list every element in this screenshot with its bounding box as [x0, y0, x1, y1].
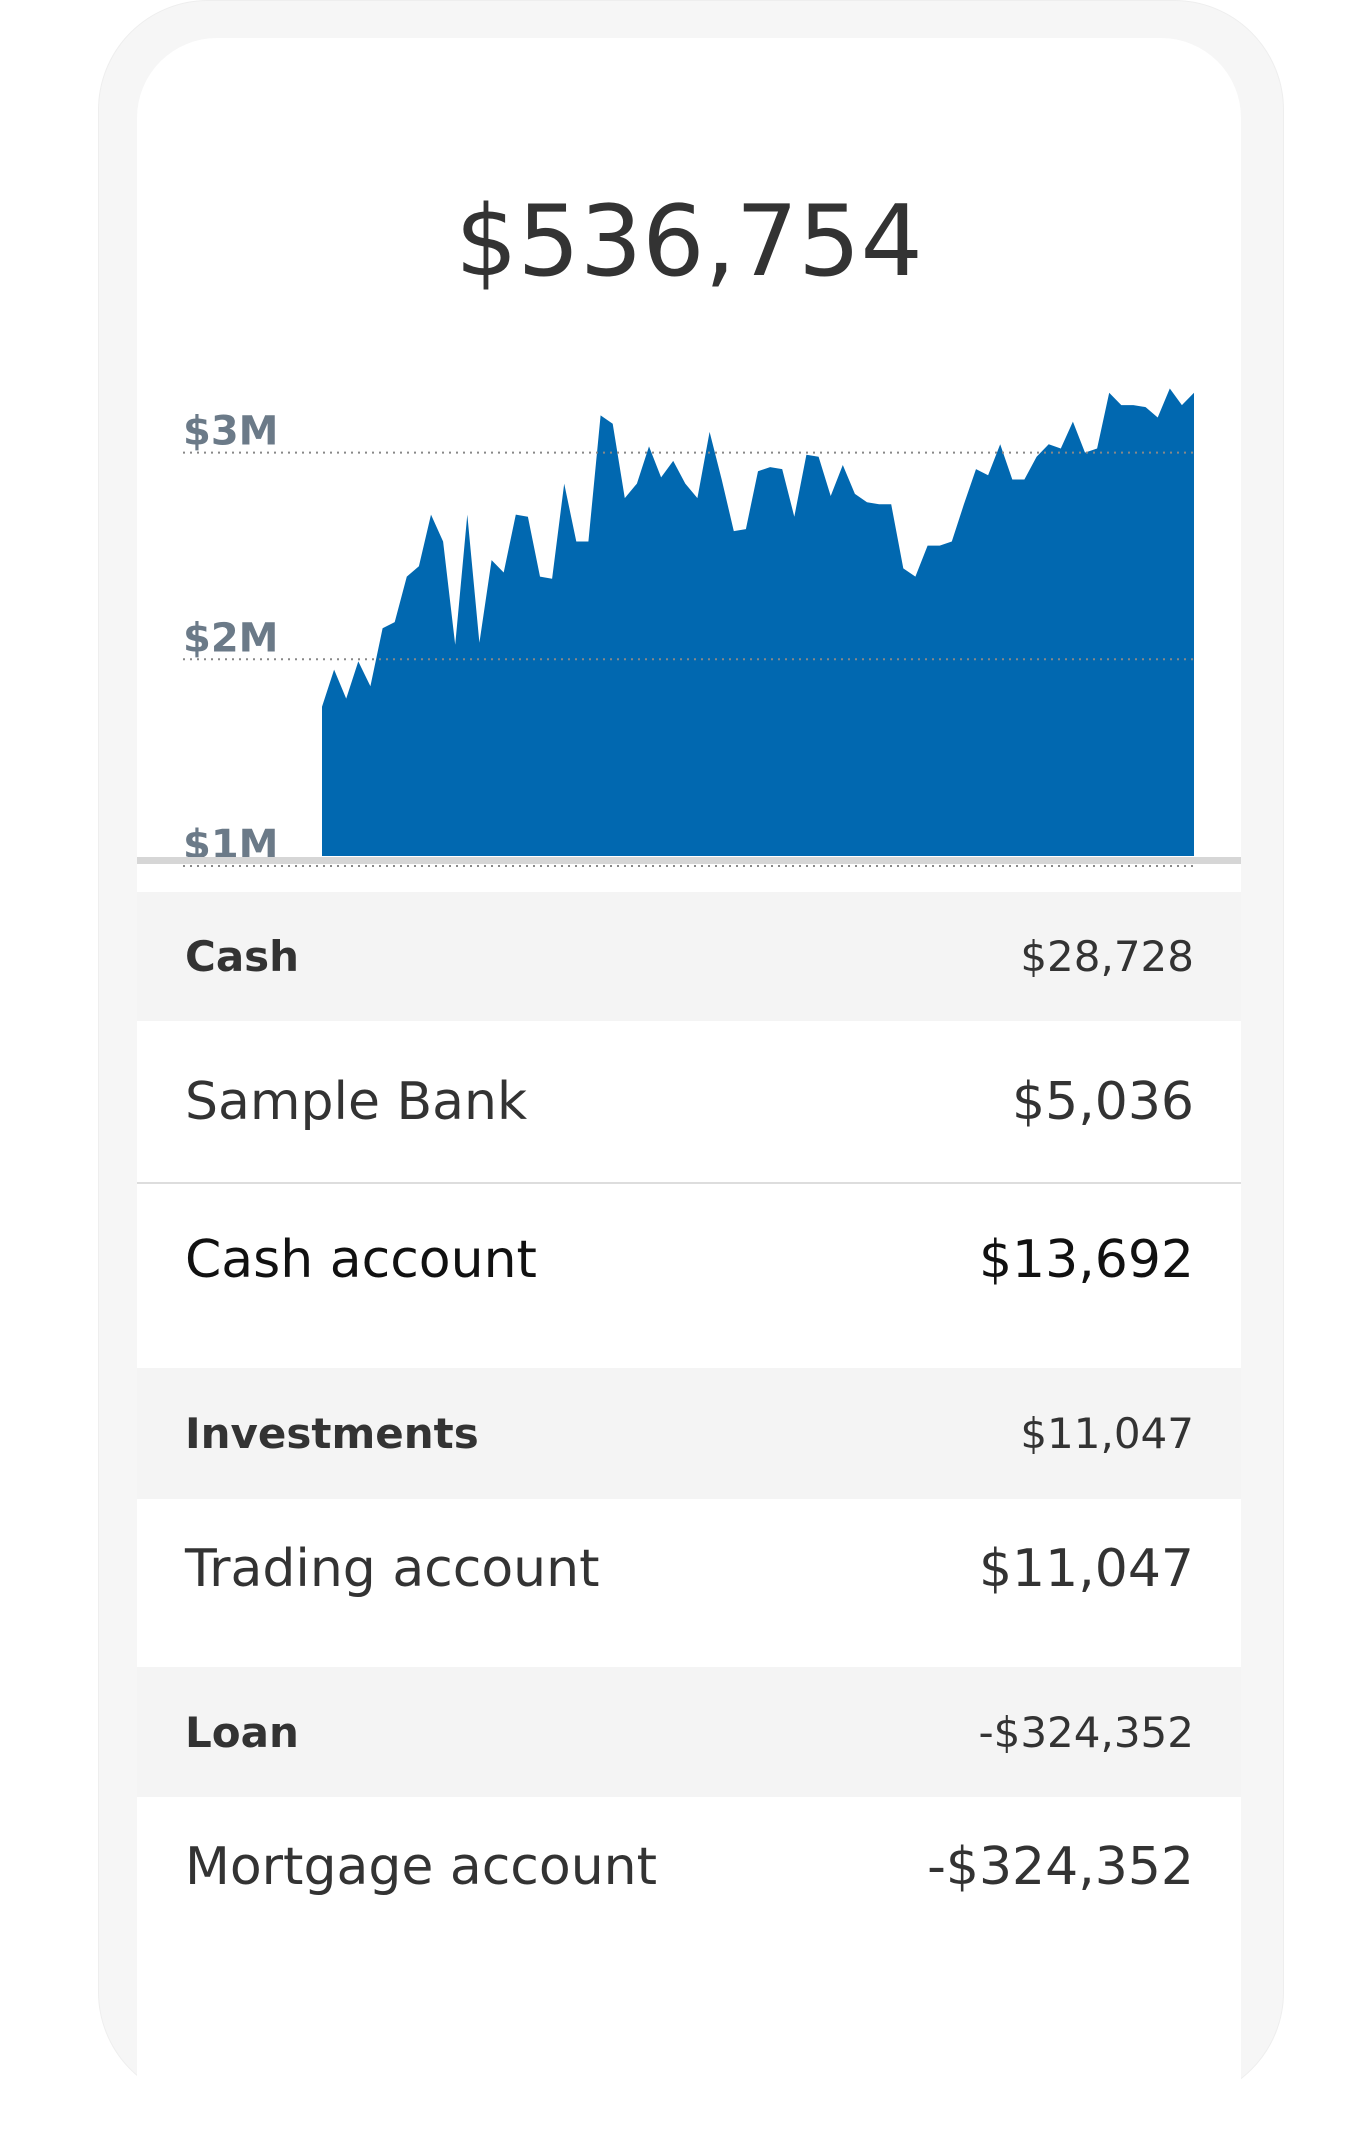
group-total: -$324,352 — [978, 1707, 1194, 1757]
chart: $1M$2M$3M — [137, 388, 1241, 868]
account-name: Trading account — [185, 1539, 600, 1599]
group-name: Loan — [185, 1707, 299, 1757]
y-tick-label: $2M — [183, 615, 278, 661]
group-name: Investments — [185, 1409, 479, 1458]
group-name: Cash — [185, 932, 300, 981]
account-row[interactable]: Cash account $13,692 — [137, 1186, 1241, 1368]
group-header[interactable]: Cash $28,728 — [137, 892, 1241, 1021]
y-tick-label: $3M — [183, 409, 278, 455]
area — [322, 388, 1194, 856]
account-name: Cash account — [185, 1230, 537, 1290]
account-row[interactable]: Sample Bank $5,036 — [137, 1021, 1241, 1184]
group-total: $11,047 — [1020, 1409, 1194, 1458]
group-header[interactable]: Loan -$324,352 — [137, 1667, 1241, 1797]
page: $536,754 $1M $2M $3M Cash $28,728 Sample B… — [98, 0, 1284, 2102]
group-total: $28,728 — [1020, 932, 1194, 981]
account-name: Mortgage account — [185, 1837, 658, 1897]
account-balance: -$324,352 — [927, 1837, 1194, 1897]
account-row[interactable]: Mortgage account -$324,352 — [137, 1797, 1241, 1947]
group-header[interactable]: Investments $11,047 — [137, 1368, 1241, 1499]
x-axis-line — [137, 857, 1241, 864]
net-worth-total: $536,754 — [455, 185, 923, 299]
account-row[interactable]: Trading account $11,047 — [137, 1499, 1241, 1667]
account-balance: $11,047 — [978, 1539, 1194, 1599]
account-balance: $13,692 — [978, 1230, 1194, 1290]
account-name: Sample Bank — [185, 1071, 528, 1132]
account-balance: $5,036 — [1012, 1071, 1194, 1132]
